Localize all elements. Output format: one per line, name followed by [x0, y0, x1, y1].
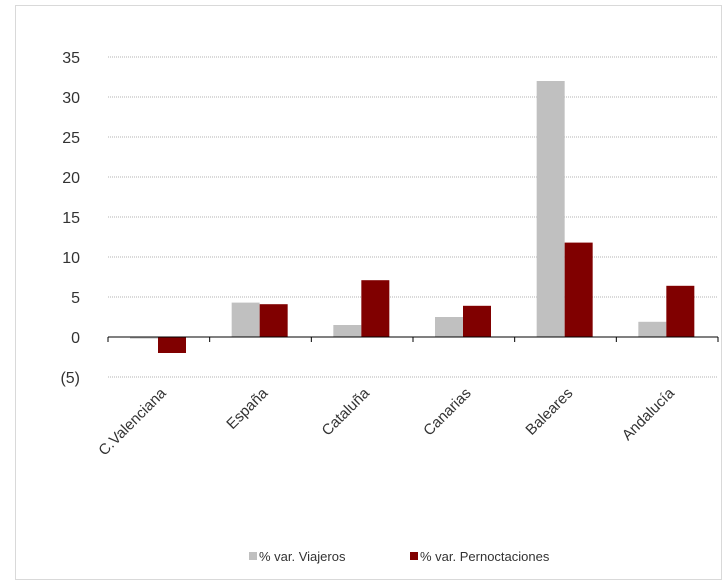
bar-pernoctaciones: [666, 285, 695, 337]
x-tick-label: C.Valenciana: [95, 384, 170, 459]
x-tick-label: España: [223, 384, 271, 432]
x-axis-ticks: C.Valenciana España Cataluña Canarias Balear…: [95, 384, 678, 459]
x-tick-label: Andalucía: [619, 384, 679, 444]
legend: % var. Viajeros % var. Pernoctaciones: [249, 549, 550, 564]
bar-viajeros: [638, 321, 667, 337]
bar-viajeros: [536, 81, 565, 337]
bar-viajeros: [435, 317, 463, 337]
gridlines: [108, 56, 718, 378]
y-tick-label: 30: [62, 90, 80, 107]
bars: [130, 81, 695, 353]
x-tick-label: Cataluña: [319, 384, 374, 439]
y-tick-label: 15: [62, 210, 80, 227]
bar-pernoctaciones: [463, 305, 491, 337]
x-axis: [107, 336, 719, 342]
bar-pernoctaciones: [158, 337, 186, 353]
bar-viajeros: [130, 337, 158, 339]
x-tick-label: Baleares: [522, 385, 576, 439]
bar-viajeros: [231, 302, 260, 337]
legend-swatch: [410, 552, 418, 560]
bar-pernoctaciones: [361, 280, 390, 337]
y-tick-label: 25: [62, 130, 80, 147]
y-tick-label: 0: [71, 330, 80, 347]
y-axis-ticks: 35 30 25 20 15 10 5 0 (5): [60, 50, 80, 387]
legend-swatch: [249, 552, 257, 560]
y-tick-label: 20: [62, 170, 80, 187]
y-tick-label: 35: [62, 50, 80, 67]
y-tick-label: 10: [62, 250, 80, 267]
bar-pernoctaciones: [564, 242, 593, 337]
legend-label: % var. Pernoctaciones: [420, 549, 550, 564]
y-tick-label: (5): [60, 370, 80, 387]
x-tick-label: Canarias: [420, 385, 474, 439]
bar-viajeros: [333, 325, 362, 337]
bar-pernoctaciones: [259, 304, 288, 337]
y-tick-label: 5: [71, 290, 80, 307]
legend-label: % var. Viajeros: [259, 549, 346, 564]
